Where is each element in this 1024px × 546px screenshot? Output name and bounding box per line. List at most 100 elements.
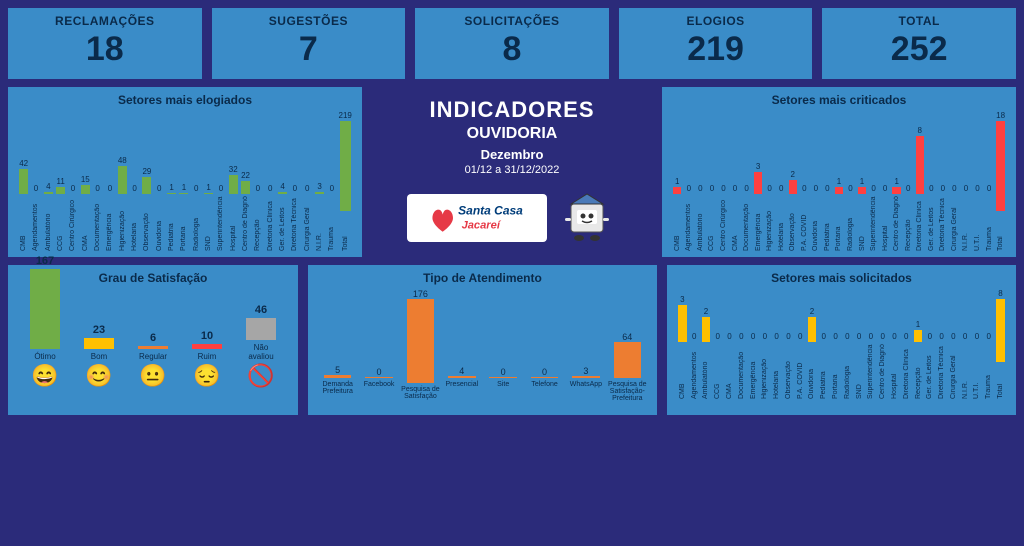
tipo-item: 5Demanda Prefeitura [318, 289, 357, 409]
bar-item: 0Portaria [830, 289, 841, 399]
bar-item: 0Diretoria Clínica [265, 111, 276, 251]
bar-item: 219Total [339, 111, 352, 251]
bar-item: 0Agendamentos [684, 111, 695, 251]
bar-item: 0Diretoria Técnica [936, 289, 947, 399]
bar-item: 1SND [203, 111, 214, 251]
bar-item: 0Centro Cirúrgico [67, 111, 78, 251]
bar-item: 11CCG [55, 111, 66, 251]
bar-item: 0Hospital [889, 289, 900, 399]
stat-card: TOTAL 252 [822, 8, 1016, 79]
bar-item: 0Cirurgia Geral [302, 111, 313, 251]
tipo-item: 64Pesquisa de Satisfação-Prefeitura [608, 289, 647, 409]
elogiados-chart: Setores mais elogiados 42CMB0Agendamento… [8, 87, 362, 257]
bar-item: 0Agendamentos [30, 111, 41, 251]
bar-item: 8Total [995, 289, 1006, 399]
bar-item: 2Ouvidoria [807, 289, 818, 399]
bar-item: 0SND [854, 289, 865, 399]
bar-item: 2Observação [787, 111, 798, 251]
bar-item: 0Ambulatório [695, 111, 706, 251]
bar-item: 0Ouvidoria [811, 111, 822, 251]
bar-item: 0Radiologia [191, 111, 202, 251]
bar-item: 0CMA [724, 289, 735, 399]
bar-item: 0CMA [730, 111, 741, 251]
bar-item: 1Centro de Diagnóstico [891, 111, 902, 251]
stat-card: SOLICITAÇÕES 8 [415, 8, 609, 79]
stat-card: SUGESTÕES 7 [212, 8, 406, 79]
santa-casa-logo: Santa Casa Jacareí [407, 194, 547, 242]
bar-item: 0Hospital [880, 111, 891, 251]
bar-item: 0Recepção [252, 111, 263, 251]
bar-item: 0Recepção [903, 111, 914, 251]
stat-label: SOLICITAÇÕES [419, 14, 605, 28]
satisfaction-item: 10Ruim😔 [186, 330, 228, 389]
bar-item: 0Radiologia [842, 289, 853, 399]
bar-item: 32Hospital [228, 111, 239, 251]
bar-item: 0Higienização [759, 289, 770, 399]
satisfacao-chart: Grau de Satisfação 167Ótimo😄23Bom😊6Regul… [8, 265, 298, 415]
stat-value: 7 [216, 30, 402, 69]
bar-item: 0Diretoria Técnica [289, 111, 300, 251]
bar-item: 0Diretoria Técnica [938, 111, 949, 251]
bar-item: 0Diretoria Clínica [901, 289, 912, 399]
bar-item: 0Superintendência [215, 111, 226, 251]
satisfaction-item: 167Ótimo😄 [24, 255, 66, 389]
bar-item: 0Trauma [326, 111, 337, 251]
stat-label: SUGESTÕES [216, 14, 402, 28]
logo-row: Santa Casa Jacareí [407, 188, 617, 248]
bar-item: 0Cirurgia Geral [948, 289, 959, 399]
tipo-item: 4Presencial [442, 289, 481, 409]
bar-item: 0Cirurgia Geral [949, 111, 960, 251]
tipo-chart: Tipo de Atendimento 5Demanda Prefeitura 0… [308, 265, 657, 415]
tipo-item: 0Telefone [525, 289, 564, 409]
bar-item: 0Centro de Diagnóstico [877, 289, 888, 399]
bar-item: 1Portaria [834, 111, 845, 251]
main-title: INDICADORES [429, 97, 594, 123]
bar-item: 0Ouvidoria [154, 111, 165, 251]
bar-item: 0Documentação [736, 289, 747, 399]
solicitados-chart: Setores mais solicitados 3CMB0Agendament… [667, 265, 1016, 415]
bar-item: 1Pediatria [166, 111, 177, 251]
tipo-item: 3WhatsApp [566, 289, 605, 409]
month-label: Dezembro [481, 147, 544, 162]
tipo-title: Tipo de Atendimento [314, 271, 651, 285]
criticados-chart: Setores mais criticados 1CMB0Agendamento… [662, 87, 1016, 257]
bar-item: 18Total [995, 111, 1006, 251]
emoji-icon: 😔 [193, 363, 220, 389]
bar-item: 1CMB [672, 111, 683, 251]
bar-item: 0U.T.I. [972, 111, 983, 251]
center-panel: INDICADORES OUVIDORIA Dezembro 01/12 a 3… [372, 87, 652, 257]
bar-item: 0P.A. COVID [795, 289, 806, 399]
bar-item: 42CMB [18, 111, 29, 251]
satisfaction-item: 23Bom😊 [78, 324, 120, 389]
bar-item: 1SND [857, 111, 868, 251]
mid-row: Setores mais elogiados 42CMB0Agendamento… [8, 87, 1016, 257]
bar-item: 0Hotelaria [129, 111, 140, 251]
stat-value: 252 [826, 30, 1012, 69]
bar-item: 1Recepção [913, 289, 924, 399]
stat-label: ELOGIOS [623, 14, 809, 28]
stat-value: 8 [419, 30, 605, 69]
mascot-icon [557, 188, 617, 248]
bar-item: 3N.I.R. [314, 111, 325, 251]
bar-item: 0Hotelaria [771, 289, 782, 399]
bar-item: 0P.A. COVID [799, 111, 810, 251]
bar-item: 0Centro Cirúrgico [718, 111, 729, 251]
bar-item: 0Superintendência [866, 289, 877, 399]
bar-item: 3Emergência [753, 111, 764, 251]
bar-item: 15CMA [80, 111, 91, 251]
bar-item: 0N.I.R. [960, 289, 971, 399]
tipo-item: 0Site [484, 289, 523, 409]
stat-card: ELOGIOS219 [619, 8, 813, 79]
bar-item: 48Higienização [117, 111, 128, 251]
bar-item: 1Portaria [178, 111, 189, 251]
bar-item: 22Centro de Diagnóstico [240, 111, 251, 251]
bar-item: 0Hotelaria [776, 111, 787, 251]
stat-label: TOTAL [826, 14, 1012, 28]
criticados-title: Setores mais criticados [668, 93, 1010, 107]
bar-item: 8Diretoria Clínica [914, 111, 925, 251]
bar-item: 0Pediatria [822, 111, 833, 251]
bar-item: 0Observação [783, 289, 794, 399]
emoji-icon: 😐 [139, 363, 166, 389]
tipo-item: 176Pesquisa de Satisfação [401, 289, 440, 409]
solicitados-title: Setores mais solicitados [673, 271, 1010, 285]
